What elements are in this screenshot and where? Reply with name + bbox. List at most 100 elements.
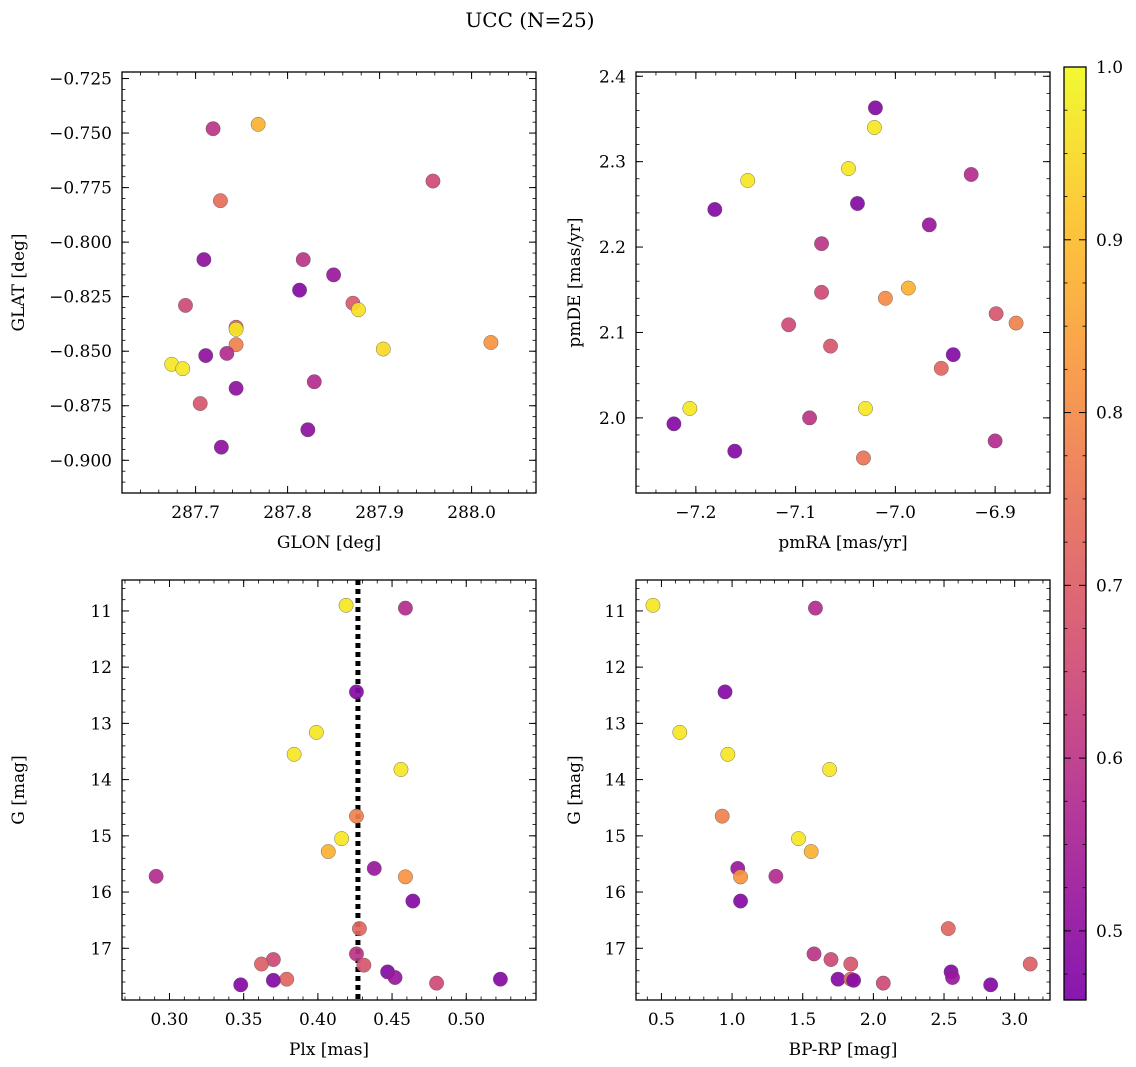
data-point [250, 116, 266, 132]
y-axis-title: G [mag] [565, 755, 585, 824]
y-tick-label: 11 [90, 602, 112, 622]
plot-frame [635, 579, 1051, 1001]
x-tick-label: 287.8 [263, 503, 312, 523]
data-point [148, 868, 164, 884]
data-point [196, 252, 212, 267]
y-tick-label: −0.775 [49, 179, 112, 199]
data-point [286, 746, 302, 762]
x-tick-label: 0.35 [225, 1010, 263, 1030]
x-tick-label: −7.1 [775, 503, 816, 523]
colorbar-tick-label: 0.9 [1096, 231, 1123, 251]
data-point [405, 893, 421, 909]
data-point [727, 443, 743, 459]
data-point [707, 202, 723, 217]
data-point [366, 861, 382, 876]
data-point [483, 335, 499, 350]
colorbar-tick-label: 0.6 [1096, 749, 1123, 769]
data-point [492, 971, 508, 987]
y-tick-label: 14 [604, 771, 626, 791]
data-point [356, 957, 372, 973]
y-axis-title: G [mag] [9, 755, 29, 824]
data-point [334, 831, 350, 847]
y-tick-label: 15 [90, 827, 112, 847]
data-point [850, 196, 865, 211]
data-point [1008, 315, 1024, 331]
data-point [802, 410, 817, 426]
data-point [791, 831, 806, 847]
data-point [963, 167, 979, 182]
y-tick-label: −0.850 [49, 342, 112, 362]
data-point [429, 975, 444, 991]
data-point [768, 868, 784, 884]
scatter-panel-1: 287.7 287.8 287.9 288.0 −0.725 −0.750 −0.775 −0… [9, 70, 537, 553]
data-point [867, 120, 882, 135]
y-tick-label: 2.4 [599, 67, 626, 87]
data-point [720, 746, 736, 762]
colorbar-tick-label: 0.5 [1096, 922, 1123, 942]
y-tick-label: 12 [604, 658, 626, 678]
x-axis-title: BP-RP [mag] [789, 1040, 898, 1060]
y-tick-label: −0.725 [49, 70, 112, 90]
ticks: 0.30 0.35 0.40 0.45 0.50 11 12 13 14 15 16 17 [90, 580, 536, 1030]
data-point [823, 338, 838, 354]
data-point [338, 597, 354, 613]
ticks: −7.2 −7.1 −7.0 −6.9 2.0 2.1 2.2 2.3 2.4 [599, 67, 1050, 523]
scatter-panel-3: 0.30 0.35 0.40 0.45 0.50 11 12 13 14 15 16 17 Plx [m… [9, 579, 537, 1060]
data-point [398, 600, 413, 616]
x-tick-label: 3.0 [1001, 1010, 1028, 1030]
data-point [205, 121, 221, 137]
data-point [351, 302, 366, 318]
x-tick-label: −6.9 [974, 503, 1015, 523]
data-point [987, 433, 1003, 449]
data-point [349, 808, 364, 824]
x-tick-label: −7.0 [875, 503, 916, 523]
x-tick-label: 288.0 [447, 503, 496, 523]
data-point [717, 684, 733, 700]
x-tick-label: 0.45 [373, 1010, 411, 1030]
x-axis-title: GLON [deg] [277, 533, 381, 553]
data-point [213, 193, 228, 209]
data-point [645, 597, 661, 613]
y-tick-label: 13 [90, 714, 112, 734]
data-point [921, 217, 937, 233]
data-point [841, 161, 856, 176]
data-point [781, 317, 797, 333]
data-point [300, 422, 316, 438]
data-point [292, 282, 307, 298]
data-point [933, 360, 949, 376]
y-tick-label: 15 [604, 827, 626, 847]
data-point [213, 439, 229, 455]
y-tick-label: 11 [604, 602, 626, 622]
x-tick-label: 1.5 [789, 1010, 816, 1030]
data-point [228, 337, 244, 353]
data-point [672, 724, 688, 740]
plot-frame [121, 71, 537, 494]
data-point [858, 401, 873, 416]
data-point [308, 724, 324, 740]
y-tick-label: −0.875 [49, 397, 112, 417]
plot-frame [635, 71, 1051, 494]
x-axis-title: Plx [mas] [289, 1040, 369, 1060]
data-point [349, 684, 364, 700]
data-point [822, 762, 837, 777]
y-tick-label: 17 [90, 939, 112, 959]
x-tick-label: 0.30 [151, 1010, 189, 1030]
y-tick-label: −0.825 [49, 288, 112, 308]
data-point [945, 347, 961, 363]
data-point [349, 946, 364, 962]
data-point [265, 972, 281, 988]
figure-title: UCC (N=25) [465, 8, 594, 32]
x-tick-label: 2.5 [931, 1010, 958, 1030]
colorbar-tick-label: 0.8 [1096, 404, 1123, 424]
data-point [198, 348, 214, 363]
data-point [714, 808, 730, 824]
data-point [228, 321, 244, 337]
colorbar-gradient [1063, 66, 1087, 1001]
data-point [856, 450, 871, 466]
plot-frame [121, 579, 537, 1001]
data-point [808, 600, 823, 616]
data-point [425, 173, 441, 189]
scatter-panel-2: −7.2 −7.1 −7.0 −6.9 2.0 2.1 2.2 2.3 2.4 pmRA [mas… [565, 67, 1051, 553]
data-point [398, 869, 413, 885]
colorbar-tick-label: 0.7 [1096, 576, 1123, 596]
